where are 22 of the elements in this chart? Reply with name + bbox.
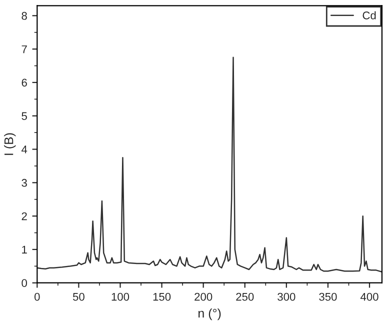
x-tick-label: 400	[360, 292, 378, 301]
x-tick-label: 200	[194, 292, 212, 301]
y-axis-title: I (B)	[4, 133, 16, 155]
y-tick-label: 0	[22, 279, 27, 287]
y-tick-label: 6	[22, 78, 27, 87]
y-tick-label: 1	[22, 246, 27, 254]
y-tick-label: 2	[22, 212, 27, 220]
line-series	[37, 56, 382, 272]
y-tick-label: 3	[22, 178, 27, 187]
x-tick-label: 50	[72, 292, 84, 301]
y-tick-label: 8	[22, 12, 27, 20]
x-tick-label: 100	[112, 292, 130, 301]
x-tick-label: 350	[319, 292, 337, 301]
y-tick-label: 7	[22, 45, 27, 54]
legend-label: Cd	[362, 11, 376, 20]
x-tick-label: 150	[153, 292, 171, 301]
y-tick-label: 4	[22, 146, 28, 154]
x-axis-title: n (°)	[198, 308, 221, 320]
y-tick-label: 5	[22, 112, 27, 120]
x-tick-label: 300	[278, 292, 296, 301]
x-tick-label: 0	[34, 292, 40, 301]
x-tick-label: 250	[236, 292, 254, 301]
